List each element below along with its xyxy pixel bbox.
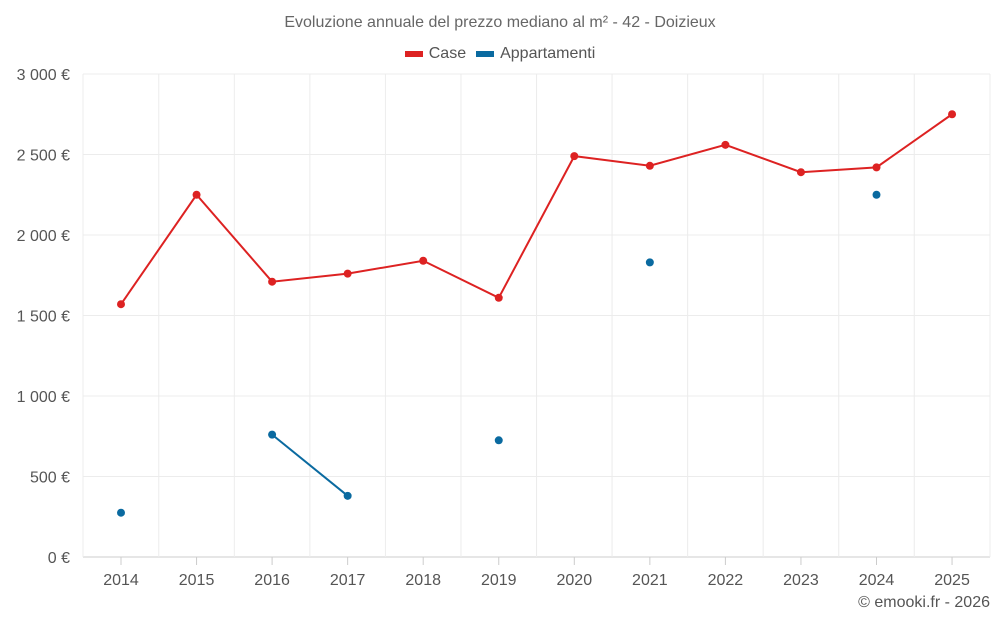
x-tick-label: 2024 (859, 572, 895, 589)
y-tick-label: 3 000 € (17, 67, 70, 84)
x-tick-label: 2016 (254, 572, 290, 589)
data-point-appartamenti (268, 430, 277, 439)
legend-label-appartamenti: Appartamenti (500, 45, 596, 62)
x-tick-label: 2017 (330, 572, 366, 589)
y-tick-label: 1 000 € (17, 389, 70, 406)
data-point-appartamenti (117, 508, 125, 517)
data-point-appartamenti (645, 258, 654, 267)
data-point-case (192, 190, 201, 199)
data-point-case (796, 168, 805, 177)
data-point-appartamenti (343, 491, 352, 500)
legend-item-appartamenti[interactable]: Appartamenti (476, 45, 595, 63)
x-tick-label: 2018 (405, 572, 441, 589)
y-tick-label: 2 500 € (17, 148, 70, 165)
series-line-case (120, 113, 953, 305)
data-point-appartamenti (494, 436, 503, 445)
x-tick-label: 2023 (783, 572, 819, 589)
credit: © emooki.fr - 2026 (858, 594, 990, 611)
x-tick-label: 2020 (557, 572, 593, 589)
legend-swatch-appartamenti (476, 51, 495, 57)
data-point-case (494, 293, 503, 302)
y-tick-label: 1 500 € (17, 309, 70, 326)
data-point-case (343, 269, 352, 278)
data-point-case (117, 300, 125, 309)
legend: Case Appartamenti (0, 45, 1000, 63)
data-point-case (268, 277, 277, 286)
x-tick-label: 2015 (179, 572, 215, 589)
data-point-case (721, 140, 730, 149)
legend-item-case[interactable]: Case (404, 45, 467, 63)
data-point-case (570, 152, 579, 161)
x-tick-label: 2021 (632, 572, 668, 589)
x-tick-label: 2019 (481, 572, 517, 589)
legend-swatch-case (404, 51, 423, 57)
series-line-appartamenti (271, 433, 349, 497)
x-tick-label: 2022 (708, 572, 744, 589)
x-tick-label: 2014 (103, 572, 139, 589)
y-tick-label: 500 € (30, 470, 70, 487)
data-point-case (948, 110, 957, 119)
data-point-case (645, 161, 654, 170)
data-point-appartamenti (872, 190, 881, 199)
y-tick-label: 2 000 € (17, 228, 70, 245)
legend-label-case: Case (428, 45, 467, 62)
data-point-case (419, 256, 428, 265)
chart-title: Evoluzione annuale del prezzo mediano al… (284, 14, 716, 31)
y-tick-label: 0 € (48, 550, 70, 567)
data-point-case (872, 163, 881, 172)
x-tick-label: 2025 (934, 572, 970, 589)
